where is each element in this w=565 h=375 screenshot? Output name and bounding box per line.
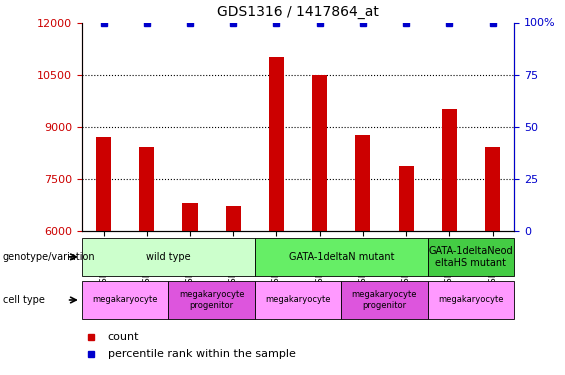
Bar bbox=[139, 147, 154, 231]
Bar bbox=[182, 203, 198, 231]
Text: GATA-1deltaN mutant: GATA-1deltaN mutant bbox=[289, 252, 394, 262]
Bar bbox=[355, 135, 371, 231]
Bar bbox=[168, 281, 255, 319]
Bar bbox=[428, 238, 514, 276]
Bar bbox=[269, 57, 284, 231]
Title: GDS1316 / 1417864_at: GDS1316 / 1417864_at bbox=[217, 5, 379, 19]
Text: count: count bbox=[108, 332, 140, 342]
Bar bbox=[398, 166, 414, 231]
Bar bbox=[225, 206, 241, 231]
Bar bbox=[485, 147, 500, 231]
Text: megakaryocyte
progenitor: megakaryocyte progenitor bbox=[352, 290, 417, 310]
Text: GATA-1deltaNeod
eltaHS mutant: GATA-1deltaNeod eltaHS mutant bbox=[429, 246, 513, 268]
Bar bbox=[341, 281, 428, 319]
Text: megakaryocyte: megakaryocyte bbox=[266, 296, 331, 304]
Bar bbox=[255, 281, 341, 319]
Text: megakaryocyte: megakaryocyte bbox=[438, 296, 503, 304]
Bar bbox=[82, 238, 255, 276]
Bar bbox=[428, 281, 514, 319]
Text: wild type: wild type bbox=[146, 252, 190, 262]
Bar bbox=[82, 281, 168, 319]
Text: percentile rank within the sample: percentile rank within the sample bbox=[108, 350, 295, 359]
Text: genotype/variation: genotype/variation bbox=[3, 252, 95, 262]
Text: megakaryocyte
progenitor: megakaryocyte progenitor bbox=[179, 290, 244, 310]
Bar bbox=[312, 75, 327, 231]
Text: cell type: cell type bbox=[3, 295, 45, 305]
Bar bbox=[96, 137, 111, 231]
Text: megakaryocyte: megakaryocyte bbox=[93, 296, 158, 304]
Bar bbox=[255, 238, 428, 276]
Bar bbox=[442, 109, 457, 231]
